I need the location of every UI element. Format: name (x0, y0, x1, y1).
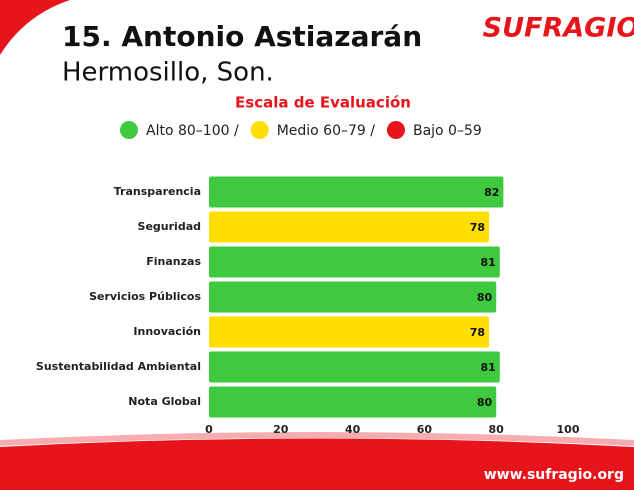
chart-subtitle: Hermosillo, Son. (62, 58, 274, 88)
category-label: Nota Global (128, 395, 201, 408)
legend-label: Alto 80–100 / (146, 123, 239, 139)
x-tick-label: 80 (489, 423, 505, 436)
brand-logo: SUFRAGIO (483, 13, 634, 44)
bar (209, 316, 490, 348)
category-label: Servicios Públicos (89, 290, 201, 303)
bar (209, 351, 500, 383)
category-label: Seguridad (138, 220, 201, 233)
category-label: Sustentabilidad Ambiental (36, 360, 201, 373)
bar (209, 386, 497, 418)
legend-label: Medio 60–79 / (277, 123, 376, 139)
corner-swoosh (0, 0, 70, 55)
legend-swatch (120, 121, 138, 139)
x-tick-label: 40 (345, 423, 361, 436)
x-tick-label: 20 (273, 423, 289, 436)
x-tick-label: 0 (205, 423, 213, 436)
bar (209, 211, 490, 243)
bar (209, 246, 500, 278)
footer-stripe (0, 432, 634, 446)
value-label: 78 (470, 326, 485, 339)
value-label: 81 (480, 361, 495, 374)
category-label: Transparencia (114, 185, 201, 198)
scale-title: Escala de Evaluación (235, 94, 411, 112)
bar (209, 281, 497, 313)
category-label: Innovación (133, 325, 201, 338)
legend-label: Bajo 0–59 (413, 123, 482, 139)
footer-band (0, 438, 634, 490)
footer-url: www.sufragio.org (484, 467, 624, 483)
value-label: 80 (477, 291, 493, 304)
value-label: 81 (480, 256, 495, 269)
bar (209, 176, 504, 208)
value-label: 78 (470, 221, 485, 234)
x-tick-label: 100 (557, 423, 580, 436)
value-label: 82 (484, 186, 499, 199)
legend-swatch (250, 121, 269, 139)
x-tick-label: 60 (417, 423, 433, 436)
legend-swatch (386, 121, 405, 139)
category-label: Finanzas (146, 255, 201, 268)
value-label: 80 (477, 396, 493, 409)
chart-title: 15. Antonio Astiazarán (62, 20, 422, 53)
